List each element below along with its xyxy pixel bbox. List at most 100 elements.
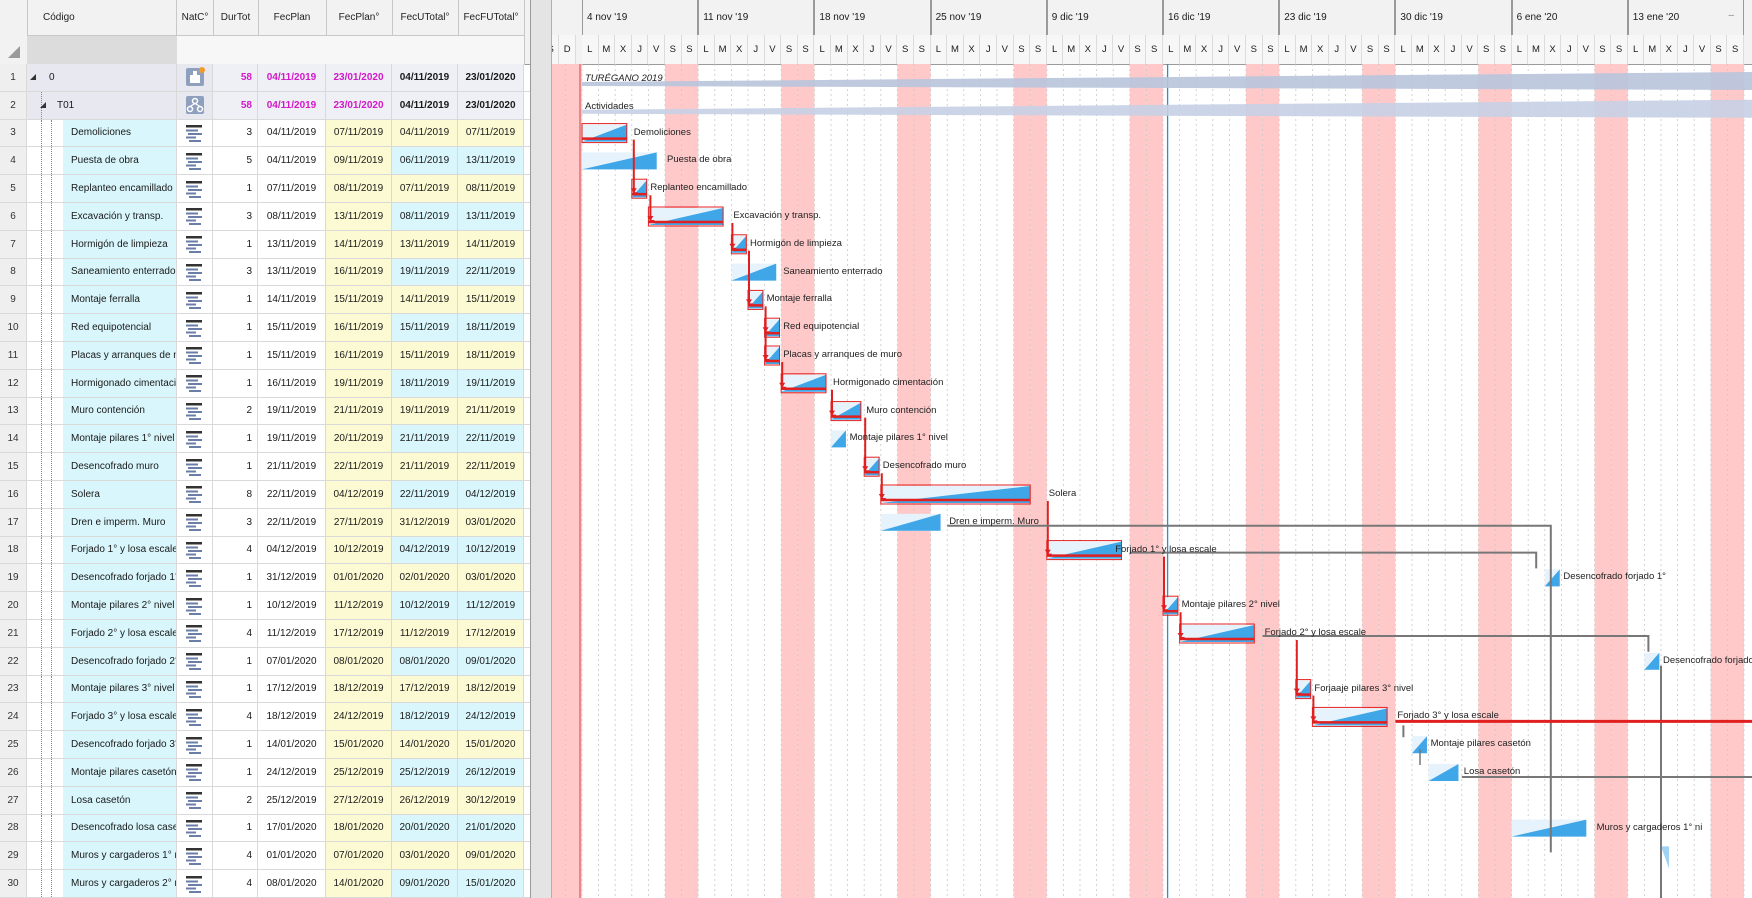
col-header-durtot[interactable]: DurTot	[213, 0, 259, 35]
fecftotal-cell[interactable]: 22/11/2019	[458, 258, 524, 286]
fecplan-cell[interactable]: 10/12/2019	[258, 592, 326, 619]
task-name-cell[interactable]: Montaje pilares 2° nivel	[27, 592, 177, 619]
table-row[interactable]: 23 Montaje pilares 3° nivel 1 17/12/2019 18/…	[0, 675, 530, 704]
natc-cell[interactable]	[177, 175, 213, 202]
natc-cell[interactable]	[177, 230, 213, 258]
fecplan-cell[interactable]: 01/01/2020	[258, 842, 326, 870]
fecftotal-cell[interactable]: 22/11/2019	[458, 453, 524, 480]
fecftotal-cell[interactable]: 23/01/2020	[458, 91, 524, 119]
fecplan2-cell[interactable]: 27/12/2019	[326, 786, 392, 814]
table-row[interactable]: 28 Desencofrado losa caset 1 17/01/2020 18/0…	[0, 814, 530, 843]
natc-cell[interactable]	[177, 314, 213, 341]
natc-cell[interactable]	[177, 397, 213, 425]
fecutotal-cell[interactable]: 15/11/2019	[392, 314, 458, 341]
table-row[interactable]: 19 Desencofrado forjado 1° 1 31/12/2019 01/0…	[0, 564, 530, 593]
fecplan-cell[interactable]: 19/11/2019	[258, 397, 326, 425]
fecplan-cell[interactable]: 16/11/2019	[258, 369, 326, 397]
duration-cell[interactable]: 2	[213, 397, 258, 425]
table-row[interactable]: 20 Montaje pilares 2° nivel 1 10/12/2019 11/…	[0, 592, 530, 620]
fecplan-cell[interactable]: 19/11/2019	[258, 425, 326, 453]
fecutotal-cell[interactable]: 22/11/2019	[392, 481, 458, 508]
duration-cell[interactable]: 1	[213, 814, 258, 842]
fecplan2-cell[interactable]: 07/01/2020	[326, 842, 392, 870]
fecftotal-cell[interactable]: 23/01/2020	[458, 64, 524, 91]
fecftotal-cell[interactable]: 03/01/2020	[458, 508, 524, 536]
fecftotal-cell[interactable]: 30/12/2019	[458, 786, 524, 814]
task-name-cell[interactable]: Solera	[27, 481, 177, 508]
duration-cell[interactable]: 1	[213, 286, 258, 314]
fecutotal-cell[interactable]: 04/11/2019	[392, 119, 458, 147]
task-name-cell[interactable]: Demoliciones	[27, 119, 177, 147]
fecftotal-cell[interactable]: 13/11/2019	[458, 147, 524, 175]
task-name-cell[interactable]: Placas y arranques de m	[27, 342, 177, 369]
task-name-cell[interactable]: Forjado 2° y losa escale	[27, 620, 177, 647]
task-name-cell[interactable]: Forjado 3° y losa escale	[27, 703, 177, 731]
fecplan2-cell[interactable]: 21/11/2019	[326, 397, 392, 425]
task-name-cell[interactable]: Forjado 1° y losa escale	[27, 536, 177, 564]
fecftotal-cell[interactable]: 11/12/2019	[458, 592, 524, 619]
natc-cell[interactable]	[177, 592, 213, 619]
task-name-cell[interactable]: Hormigón de limpieza	[27, 230, 177, 258]
duration-cell[interactable]: 58	[213, 91, 258, 119]
fecplan2-cell[interactable]: 04/12/2019	[326, 481, 392, 508]
col-header-fecplan[interactable]: FecPlan	[258, 0, 327, 35]
fecplan-cell[interactable]: 04/11/2019	[258, 147, 326, 175]
duration-cell[interactable]: 1	[213, 564, 258, 592]
fecutotal-cell[interactable]: 17/12/2019	[392, 675, 458, 703]
duration-cell[interactable]: 1	[213, 592, 258, 619]
duration-cell[interactable]: 58	[213, 64, 258, 91]
task-bar[interactable]	[1544, 569, 1560, 587]
natc-cell[interactable]	[177, 425, 213, 453]
natc-cell[interactable]	[177, 842, 213, 870]
fecftotal-cell[interactable]: 24/12/2019	[458, 703, 524, 731]
task-name-cell[interactable]: Desencofrado forjado 2°	[27, 647, 177, 675]
fecplan-cell[interactable]: 07/11/2019	[258, 175, 326, 202]
table-row[interactable]: 29 Muros y cargaderos 1° ni 4 01/01/2020 07/…	[0, 842, 530, 871]
task-name-cell[interactable]: Puesta de obra	[27, 147, 177, 175]
fecplan2-cell[interactable]: 01/01/2020	[326, 564, 392, 592]
duration-cell[interactable]: 3	[213, 508, 258, 536]
fecutotal-cell[interactable]: 31/12/2019	[392, 508, 458, 536]
natc-cell[interactable]	[177, 453, 213, 480]
fecutotal-cell[interactable]: 08/11/2019	[392, 203, 458, 230]
timescale-scroll-icon[interactable]: –	[1728, 10, 1734, 21]
fecutotal-cell[interactable]: 10/12/2019	[392, 592, 458, 619]
fecftotal-cell[interactable]: 15/01/2020	[458, 731, 524, 758]
task-name-cell[interactable]: Losa casetón	[27, 786, 177, 814]
fecutotal-cell[interactable]: 11/12/2019	[392, 620, 458, 647]
fecplan-cell[interactable]: 14/01/2020	[258, 731, 326, 758]
task-name-cell[interactable]: Montaje ferralla	[27, 286, 177, 314]
col-header-natc[interactable]: NatC°	[177, 0, 214, 35]
table-row[interactable]: 27 Losa casetón 2 25/12/2019 27/12/2019 26/12…	[0, 786, 530, 815]
duration-cell[interactable]: 3	[213, 258, 258, 286]
fecplan2-cell[interactable]: 18/01/2020	[326, 814, 392, 842]
col-header-fecplan2[interactable]: FecPlan°	[326, 0, 393, 35]
table-row[interactable]: 26 Montaje pilares casetón 1 24/12/2019 25/1…	[0, 759, 530, 787]
natc-cell[interactable]	[177, 147, 213, 175]
table-row[interactable]: 30 Muros y cargaderos 2° ni 4 08/01/2020 14/…	[0, 870, 530, 898]
task-bar[interactable]	[1428, 764, 1459, 781]
fecutotal-cell[interactable]: 21/11/2019	[392, 425, 458, 453]
duration-cell[interactable]: 3	[213, 119, 258, 147]
table-row[interactable]: 8 Saneamiento enterrado 3 13/11/2019 16/11/2…	[0, 258, 530, 287]
natc-cell[interactable]	[177, 703, 213, 731]
summary-bar-group[interactable]	[582, 99, 1752, 118]
task-bar[interactable]	[582, 152, 657, 170]
fecftotal-cell[interactable]: 21/11/2019	[458, 397, 524, 425]
duration-cell[interactable]: 1	[213, 759, 258, 786]
duration-cell[interactable]: 1	[213, 314, 258, 341]
table-row[interactable]: 10 Red equipotencial 1 15/11/2019 16/11/2019…	[0, 314, 530, 342]
natc-cell[interactable]	[177, 508, 213, 536]
duration-cell[interactable]: 4	[213, 870, 258, 897]
fecutotal-cell[interactable]: 04/11/2019	[392, 91, 458, 119]
duration-cell[interactable]: 1	[213, 425, 258, 453]
natc-cell[interactable]	[177, 870, 213, 897]
task-bar[interactable]	[880, 513, 941, 531]
select-all-corner-icon[interactable]	[8, 46, 20, 58]
fecftotal-cell[interactable]: 09/01/2020	[458, 842, 524, 870]
fecftotal-cell[interactable]: 26/12/2019	[458, 759, 524, 786]
fecplan2-cell[interactable]: 23/01/2020	[326, 91, 392, 119]
natc-cell[interactable]	[177, 64, 213, 91]
fecftotal-cell[interactable]: 10/12/2019	[458, 536, 524, 564]
fecplan2-cell[interactable]: 07/11/2019	[326, 119, 392, 147]
